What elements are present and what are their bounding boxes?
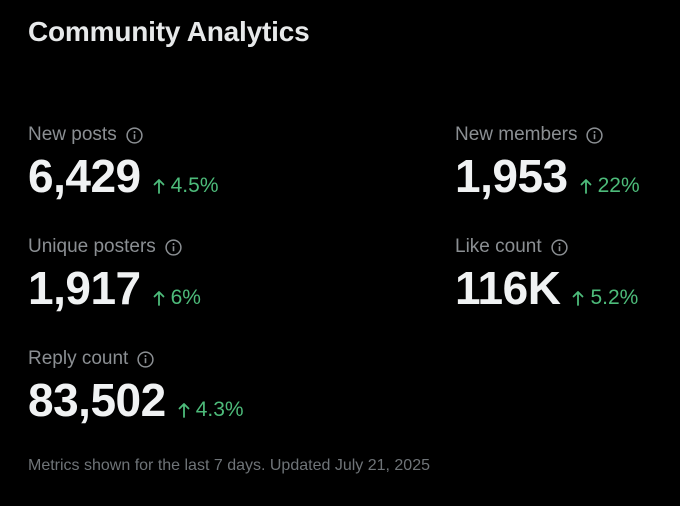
metric-change: 6% — [153, 286, 201, 310]
metric-change-value: 6% — [170, 286, 201, 309]
metric-value: 1,953 — [455, 150, 568, 202]
metric-new-posts: New posts 6,429 4.5% — [28, 123, 219, 199]
metric-value: 83,502 — [28, 374, 166, 426]
metric-label-row: New members — [455, 123, 640, 147]
metric-value: 6,429 — [28, 150, 141, 202]
arrow-up-icon — [153, 291, 165, 306]
metric-label-row: Unique posters — [28, 235, 201, 259]
metric-label: Unique posters — [28, 236, 156, 257]
metric-label-row: Like count — [455, 235, 638, 259]
info-circle-icon[interactable] — [550, 238, 568, 256]
info-circle-icon[interactable] — [586, 126, 604, 144]
metric-like-count: Like count 116K 5.2% — [455, 235, 638, 311]
metric-label-row: New posts — [28, 123, 219, 147]
arrow-up-icon — [580, 179, 592, 194]
metric-reply-count: Reply count 83,502 4.3% — [28, 347, 244, 423]
page-title: Community Analytics — [28, 16, 310, 47]
arrow-up-icon — [573, 291, 584, 306]
metric-value-row: 1,917 6% — [28, 265, 201, 311]
metric-change-value: 4.3% — [195, 398, 244, 421]
metric-value-row: 116K 5.2% — [455, 265, 638, 311]
metric-label: New members — [455, 124, 578, 145]
info-circle-icon[interactable] — [137, 350, 154, 368]
metric-label: Like count — [455, 236, 542, 257]
metric-label: New posts — [28, 124, 117, 145]
metric-change: 4.3% — [178, 398, 244, 422]
metric-change: 22% — [580, 174, 640, 198]
metric-unique-posters: Unique posters 1,917 6% — [28, 235, 201, 311]
metric-value: 116K — [455, 262, 561, 314]
metric-change-value: 22% — [597, 174, 640, 197]
metric-change: 4.5% — [153, 174, 219, 198]
info-circle-icon[interactable] — [165, 238, 182, 256]
footer-note: Metrics shown for the last 7 days. Updat… — [28, 457, 430, 474]
info-circle-icon[interactable] — [126, 126, 143, 144]
metric-value-row: 1,953 22% — [455, 153, 640, 199]
metric-value: 1,917 — [28, 262, 141, 314]
metric-label: Reply count — [28, 348, 129, 369]
metric-change: 5.2% — [572, 286, 638, 310]
metric-label-row: Reply count — [28, 347, 244, 371]
metric-new-members: New members 1,953 22% — [455, 123, 640, 199]
metric-change-value: 4.5% — [170, 174, 219, 197]
metric-value-row: 6,429 4.5% — [28, 153, 219, 199]
metric-value-row: 83,502 4.3% — [28, 377, 244, 423]
arrow-up-icon — [178, 403, 190, 418]
metric-change-value: 5.2% — [590, 286, 639, 309]
arrow-up-icon — [153, 179, 165, 194]
